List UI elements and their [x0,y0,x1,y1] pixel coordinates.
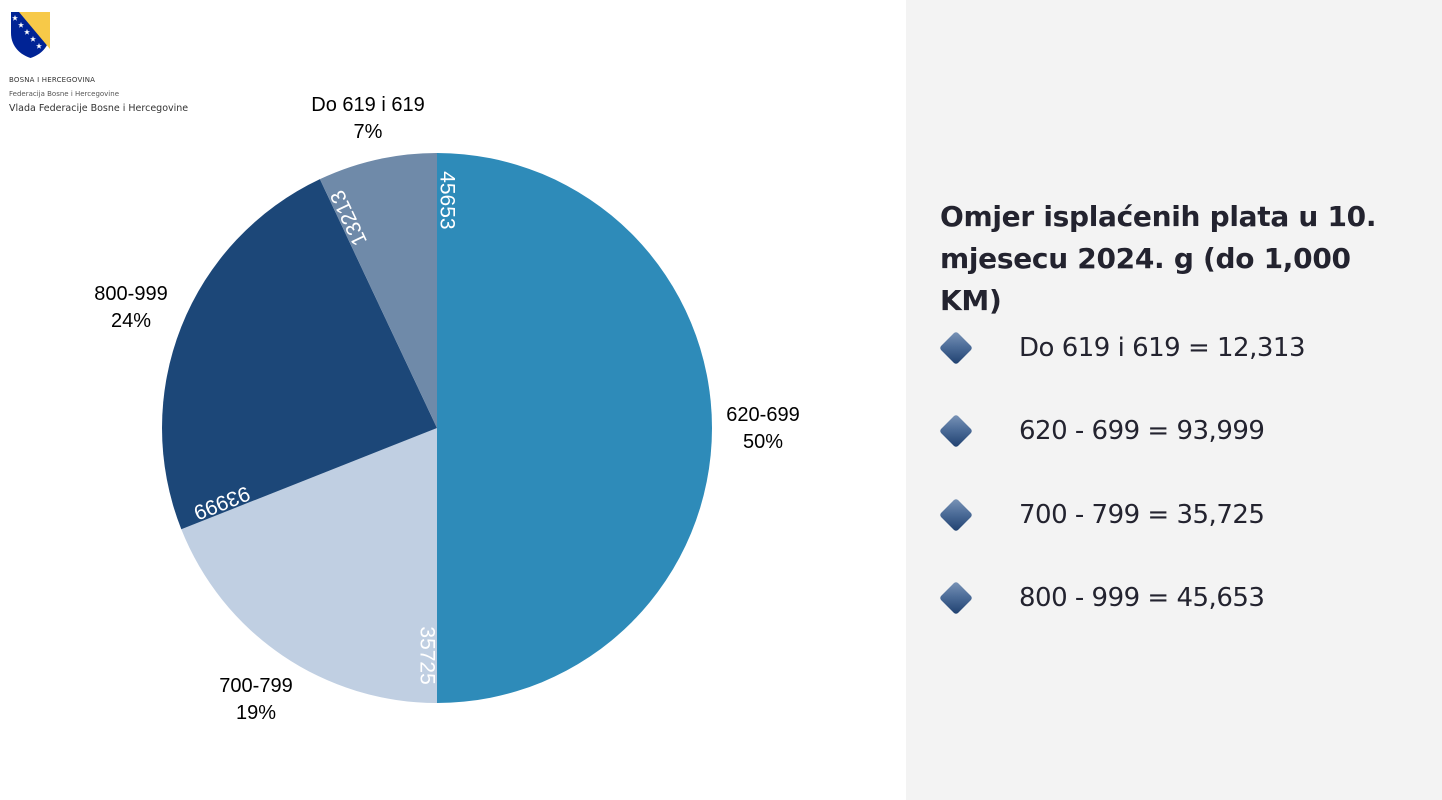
legend-item: 620 - 699 = 93,999 [939,411,1265,451]
slice-percent-label: 19% [236,702,276,724]
pie-slice-700-799 [181,428,437,703]
slice-percent-label: 7% [354,121,383,143]
org-name-country: BOSNA I HERCEGOVINA [9,76,96,84]
diamond-bullet-icon [939,498,973,532]
legend-text: 620 - 699 = 93,999 [1019,416,1265,446]
diamond-bullet-icon [939,414,973,448]
slice-category-label: 800-999 [94,283,167,305]
slice-value-label: 45653 [435,171,458,229]
legend-item: Do 619 i 619 = 12,313 [939,328,1306,368]
chart-title-line-1: Omjer isplaćenih plata u 10. [940,200,1377,233]
legend-text: 800 - 999 = 45,653 [1019,583,1265,613]
summary-panel [906,0,1442,800]
slice-category-label: 620-699 [726,404,799,426]
chart-title: Omjer isplaćenih plata u 10. mjesecu 202… [940,196,1420,322]
slice-value-label: 35725 [416,626,439,684]
diamond-bullet-icon [939,331,973,365]
pie-slice-620-699 [437,153,712,703]
org-name-federation: Federacija Bosne i Hercegovine [9,90,119,98]
slice-percent-label: 50% [743,431,783,453]
diamond-bullet-icon [939,581,973,615]
legend-item: 800 - 999 = 45,653 [939,578,1265,618]
legend-item: 700 - 799 = 35,725 [939,495,1265,535]
slice-category-label: 700-799 [219,675,292,697]
slice-category-label: Do 619 i 619 [311,94,424,116]
pie-slice-800-999 [162,179,438,530]
pie-slice-do-619-i-619 [319,153,437,428]
chart-title-line-2: mjesecu 2024. g (do 1,000 KM) [940,242,1351,317]
legend-text: 700 - 799 = 35,725 [1019,500,1265,530]
org-name-government: Vlada Federacije Bosne i Hercegovine [9,103,189,114]
pie-chart: 45653620-69950%35725700-79919%93999800-9… [94,94,799,724]
legend-text: Do 619 i 619 = 12,313 [1019,333,1306,363]
slice-percent-label: 24% [111,310,151,332]
coat-of-arms-icon [11,12,50,58]
